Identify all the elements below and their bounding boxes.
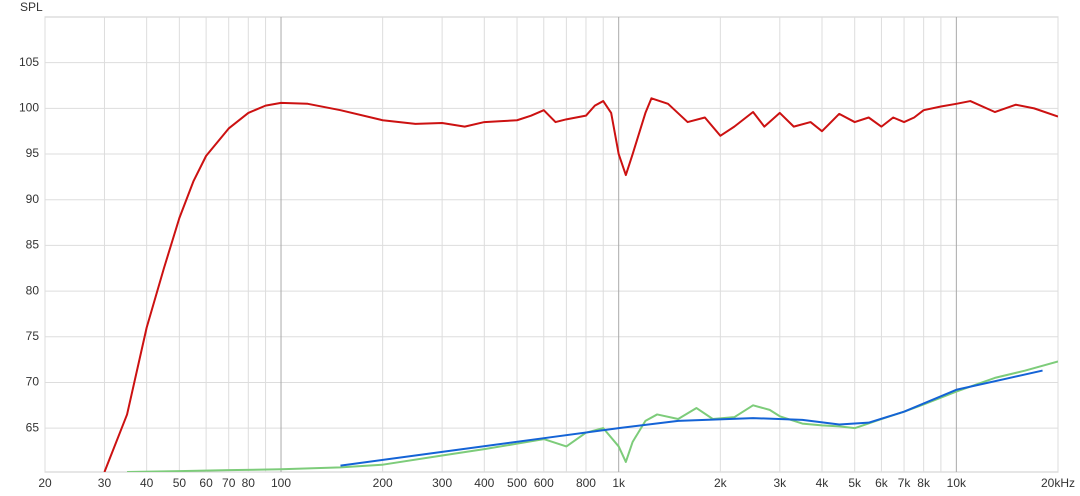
grid — [44, 17, 1059, 472]
x-tick-label: 8k — [917, 476, 931, 490]
y-tick-label: 100 — [19, 101, 39, 115]
curves — [103, 97, 1058, 472]
y-tick-label: 65 — [26, 420, 40, 434]
x-tick-label: 3k — [773, 476, 787, 490]
x-tick-label: 300 — [432, 476, 452, 490]
x-tick-label: 400 — [474, 476, 494, 490]
series-line — [340, 369, 1043, 467]
x-tick-label: 7k — [898, 476, 912, 490]
labels: 65 70 75 80 85 90 95 100 105 20 30 40 50 60 70 80 100 200… — [19, 55, 1075, 490]
x-tick-label: 6k — [875, 476, 889, 490]
y-tick-label: 75 — [26, 329, 40, 343]
x-tick-label: 30 — [98, 476, 112, 490]
y-tick-label: 85 — [26, 238, 40, 252]
x-tick-label: 800 — [576, 476, 596, 490]
x-tick-label: 20kHz — [1041, 476, 1075, 490]
x-tick-label: 600 — [534, 476, 554, 490]
x-tick-label: 10k — [947, 476, 967, 490]
y-tick-label: 90 — [26, 192, 40, 206]
x-tick-label: 4k — [816, 476, 830, 490]
x-tick-label: 70 — [222, 476, 236, 490]
x-tick-label: 1k — [612, 476, 626, 490]
y-tick-label: 70 — [26, 375, 40, 389]
y-tick-label: 95 — [26, 146, 40, 160]
series-line — [103, 97, 1058, 472]
x-tick-label: 200 — [373, 476, 393, 490]
x-tick-label: 500 — [507, 476, 527, 490]
y-axis-label: SPL — [20, 0, 43, 14]
x-tick-label: 20 — [38, 476, 52, 490]
x-tick-label: 40 — [140, 476, 154, 490]
y-tick-label: 80 — [26, 283, 40, 297]
plot-area — [44, 16, 1059, 473]
x-tick-label: 2k — [714, 476, 728, 490]
x-tick-label: 5k — [848, 476, 862, 490]
x-tick-label: 100 — [271, 476, 291, 490]
x-tick-label: 80 — [242, 476, 256, 490]
x-tick-label: 60 — [199, 476, 213, 490]
y-tick-label: 105 — [19, 55, 39, 69]
x-tick-label: 50 — [173, 476, 187, 490]
